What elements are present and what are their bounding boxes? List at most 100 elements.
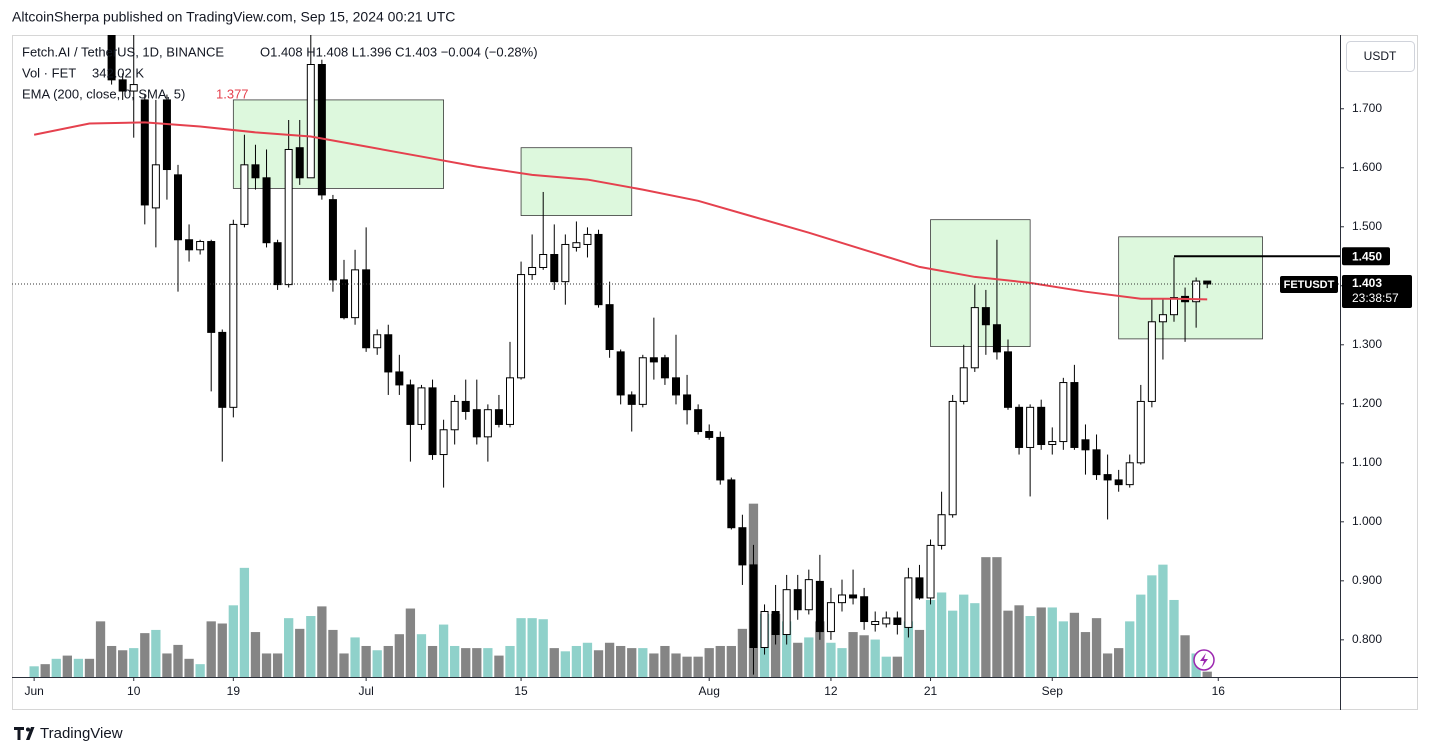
zone-box <box>930 219 1031 347</box>
candle-body <box>815 580 824 633</box>
candle-body <box>550 254 559 283</box>
candle-body <box>771 611 780 636</box>
candle-body <box>284 148 293 286</box>
candle-body <box>649 357 658 363</box>
volume-bar <box>217 623 227 677</box>
candle-body <box>439 429 448 456</box>
icon-bolt[interactable] <box>1200 653 1208 667</box>
y-tick-label: 0.900 <box>1352 573 1382 587</box>
logo-dot <box>26 727 30 732</box>
volume-bar <box>394 634 404 677</box>
volume-bar <box>1102 653 1113 677</box>
currency-label[interactable]: USDT <box>1364 49 1397 63</box>
candle-body <box>517 274 526 379</box>
volume-bar <box>582 642 593 677</box>
hline-badge <box>1342 247 1390 266</box>
candle-body <box>793 589 802 611</box>
x-tick-label: Jul <box>358 684 373 698</box>
candle-body <box>1004 351 1012 408</box>
candle-body <box>1070 382 1079 448</box>
candle-body <box>1103 474 1112 481</box>
candle-body <box>251 164 260 179</box>
volume-bar <box>649 653 659 677</box>
volume-bar <box>106 645 117 677</box>
volume-bar <box>1136 594 1146 677</box>
volume-bar <box>1147 575 1157 677</box>
volume-bar <box>1080 632 1091 677</box>
volume-bar <box>1091 618 1102 677</box>
x-tick-label: 16 <box>1212 684 1226 698</box>
replay-icon[interactable] <box>1193 649 1215 671</box>
candle-body <box>306 64 315 179</box>
volume-bar <box>84 658 95 677</box>
zone-box <box>520 147 633 216</box>
x-tick-label: 21 <box>924 684 938 698</box>
candle-body <box>882 617 891 625</box>
candle-body <box>627 394 636 405</box>
candle-body <box>151 164 160 209</box>
candle-body <box>838 594 846 604</box>
volume-bar <box>73 658 84 677</box>
candle-body <box>1081 439 1090 451</box>
volume-bar <box>51 658 61 677</box>
hline-badge-label: 1.450 <box>1352 249 1382 263</box>
candle-body <box>1048 441 1057 446</box>
volume-bar <box>715 645 725 677</box>
volume-bar <box>162 653 172 677</box>
candle-body <box>1092 449 1101 476</box>
candle-body <box>583 233 592 245</box>
candle-body <box>594 233 603 306</box>
candle-body <box>727 479 736 529</box>
volume-bar <box>815 621 825 677</box>
volume-bar <box>151 629 161 677</box>
price-badge-countdown: 23:38:57 <box>1352 291 1399 305</box>
volume-bar <box>1069 612 1080 677</box>
volume-bar <box>438 624 449 677</box>
volume-bar <box>361 645 371 677</box>
candle-body <box>937 514 946 546</box>
candle-body <box>384 334 393 373</box>
candle-body <box>1203 280 1212 285</box>
price-badge-label: 1.403 <box>1352 276 1382 290</box>
legend: Fetch.AI / TetherUS, 1D, BINANCE O1.408 … <box>22 44 538 101</box>
volume-bar <box>948 610 958 677</box>
x-tick-label: 10 <box>127 684 141 698</box>
volume-bar <box>737 628 748 677</box>
volume-bar <box>804 637 814 677</box>
candle-body <box>428 387 437 456</box>
candle-body <box>672 377 680 396</box>
candle-body <box>694 409 703 433</box>
candle-body <box>295 147 304 179</box>
candle-body <box>782 589 791 636</box>
volume-bar <box>95 621 106 677</box>
candle-body <box>340 279 348 319</box>
ema-legend-value: 1.377 <box>216 86 249 101</box>
candle-body <box>417 387 426 425</box>
volume-bar <box>1036 607 1046 677</box>
volume-bar <box>826 642 836 677</box>
volume-bar <box>250 632 261 677</box>
candle-body <box>860 596 869 623</box>
candle-body <box>738 527 747 566</box>
volume-bar <box>261 653 272 677</box>
candle-body <box>174 174 182 241</box>
candle-body <box>992 324 1001 353</box>
candle-body <box>262 177 271 244</box>
volume-bar <box>295 628 305 677</box>
candle-body <box>31 0 38 8</box>
candle-body <box>328 199 337 281</box>
candle-body <box>959 367 968 402</box>
volume-bar <box>516 618 526 677</box>
currency-button[interactable] <box>1346 41 1415 72</box>
symbol-title: Fetch.AI / TetherUS, 1D, BINANCE <box>22 44 224 59</box>
candle-body <box>528 266 537 276</box>
volume-bar <box>881 656 891 677</box>
volume-bar <box>62 655 72 677</box>
volume-bar <box>970 603 980 677</box>
volume-bar <box>793 642 803 677</box>
candle-body <box>904 577 913 628</box>
volume-bar <box>704 648 714 677</box>
volume-bar <box>1114 648 1124 677</box>
candle-body <box>605 304 614 351</box>
candle-body <box>893 617 902 625</box>
